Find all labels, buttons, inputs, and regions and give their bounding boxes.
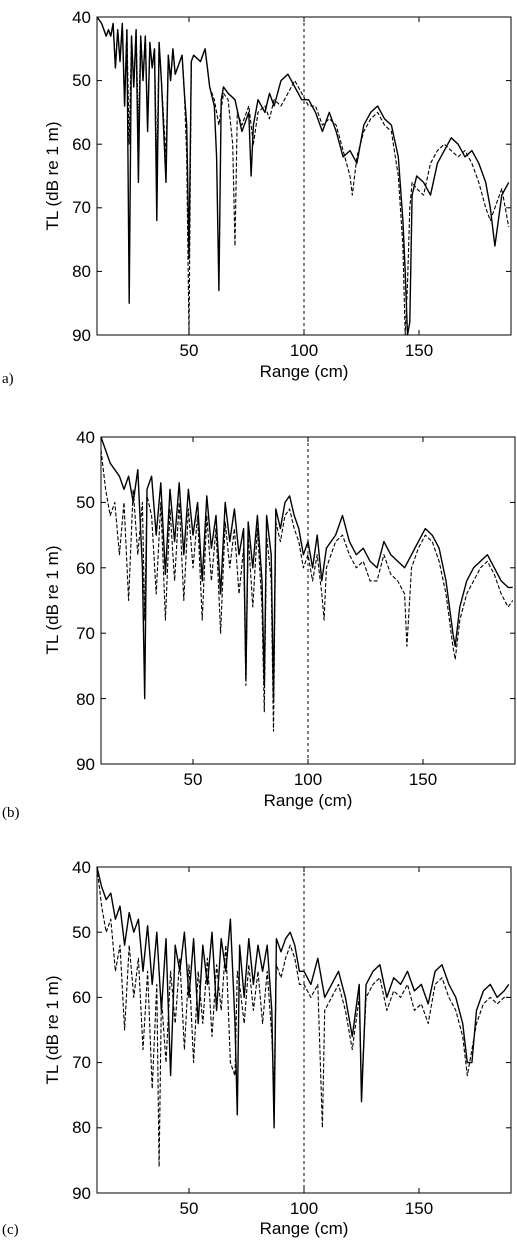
panel-label-b: (b) [2, 805, 20, 821]
ytick-label-c-50: 50 [72, 923, 91, 942]
ytick-label-b-70: 70 [76, 624, 95, 643]
xtick-label-c-50: 50 [180, 1199, 199, 1218]
xtick-label-b-100: 100 [294, 770, 322, 789]
y-axis-label-a: TL (dB re 1 m) [43, 122, 62, 231]
ytick-label-c-40: 40 [72, 858, 91, 877]
xtick-label-a-100: 100 [290, 341, 318, 360]
y-axis-label-b: TL (dB re 1 m) [43, 546, 62, 655]
ytick-label-a-40: 40 [72, 8, 91, 27]
ytick-label-a-80: 80 [72, 262, 91, 281]
panel-a: 40 50 60 70 80 90 50 100 150 Range (cm) … [2, 8, 512, 387]
chart-marks-a [96, 16, 511, 336]
series-line-dashed-c [96, 866, 509, 1168]
xtick-label-b-50: 50 [184, 770, 203, 789]
ytick-label-b-40: 40 [76, 428, 95, 447]
ytick-label-c-60: 60 [72, 988, 91, 1007]
x-axis-label-b: Range (cm) [264, 791, 353, 810]
ytick-label-a-50: 50 [72, 71, 91, 90]
y-axis-label-c: TL (dB re 1 m) [43, 976, 62, 1085]
ytick-label-a-70: 70 [72, 198, 91, 217]
ytick-label-b-60: 60 [76, 559, 95, 578]
x-axis-label-a: Range (cm) [260, 362, 349, 381]
chart-marks-c [96, 866, 511, 1194]
series-line-dashed-a [96, 16, 510, 336]
ytick-label-c-70: 70 [72, 1053, 91, 1072]
xtick-label-c-150: 150 [405, 1199, 433, 1218]
series-line-solid-c [96, 866, 510, 1129]
panel-c: 40 50 60 70 80 90 50 100 150 Range (cm) … [2, 858, 512, 1238]
series-line-solid-a [96, 16, 510, 336]
ytick-label-a-60: 60 [72, 135, 91, 154]
ytick-label-c-90: 90 [72, 1184, 91, 1203]
xtick-label-a-50: 50 [180, 341, 199, 360]
x-axis-label-c: Range (cm) [260, 1219, 349, 1238]
xtick-label-a-150: 150 [405, 341, 433, 360]
xtick-label-b-150: 150 [409, 770, 437, 789]
ytick-label-b-80: 80 [76, 690, 95, 709]
panel-b: 40 50 60 70 80 90 50 100 150 Range (cm) … [2, 428, 516, 821]
ytick-label-c-80: 80 [72, 1118, 91, 1137]
chart-marks-b [100, 436, 515, 765]
series-line-solid-b [100, 436, 513, 700]
series-line-dashed-b [100, 450, 514, 732]
panel-label-a: a) [2, 371, 14, 387]
ytick-label-a-90: 90 [72, 326, 91, 345]
ytick-label-b-50: 50 [76, 493, 95, 512]
ytick-label-b-90: 90 [76, 755, 95, 774]
xtick-label-c-100: 100 [290, 1199, 318, 1218]
panel-label-c: (c) [2, 1222, 19, 1238]
